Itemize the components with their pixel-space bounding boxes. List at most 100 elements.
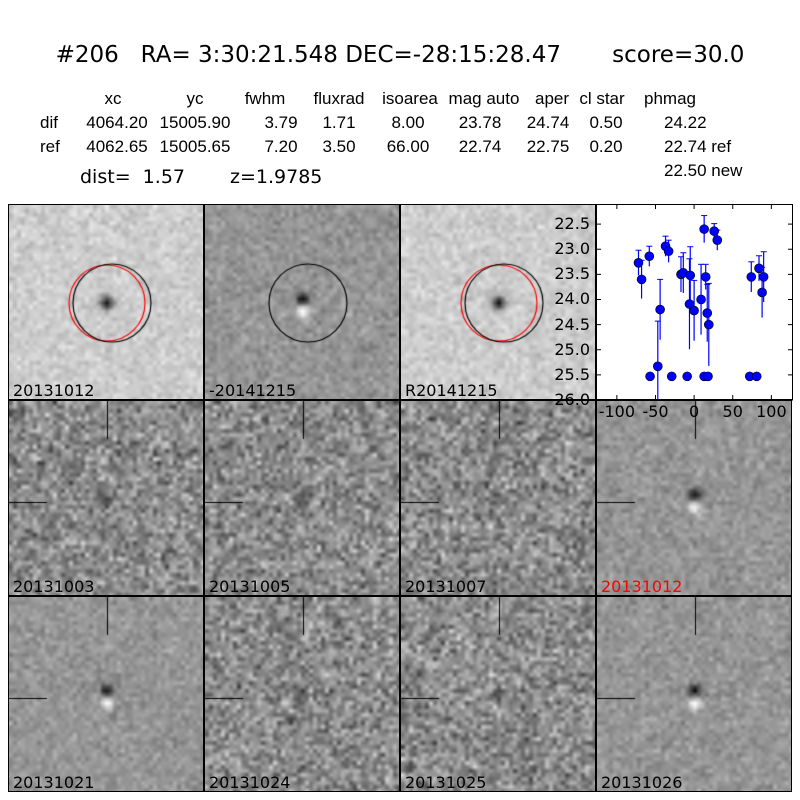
marker [689, 305, 699, 316]
stamp-date-label: 20131025 [405, 773, 487, 792]
x-tick-label: 100 [756, 402, 787, 421]
data-point [653, 320, 663, 400]
data-point [689, 279, 699, 341]
table-cell: 0.20 [589, 137, 623, 156]
column-header: phmag [644, 89, 696, 108]
image-stamp[interactable]: 20131012 [8, 204, 204, 400]
marker [751, 371, 762, 382]
data-point [744, 371, 755, 382]
data-point [685, 246, 696, 305]
y-tick-label: 24.0 [554, 289, 590, 309]
marker [685, 270, 696, 281]
marker [703, 319, 714, 330]
image-stamp[interactable]: 20131007 [400, 400, 596, 596]
stamp-image [597, 597, 791, 791]
table-cell: 3.50 [322, 137, 356, 156]
data-point [655, 278, 665, 340]
column-header: mag auto [448, 89, 520, 108]
table-cell: 1.71 [322, 113, 356, 132]
data-point [746, 261, 757, 292]
marker [703, 371, 713, 382]
table-cell: 24.74 [526, 113, 570, 132]
x-tick-label: -100 [598, 402, 635, 421]
table-cell: 23.78 [458, 113, 502, 132]
marker [682, 371, 692, 382]
data-point [703, 371, 713, 382]
marker [746, 272, 757, 282]
stamp-image [401, 205, 595, 399]
stamp-date-label: 20131026 [601, 773, 683, 792]
column-header: aper [534, 89, 570, 108]
column-header: fluxrad [313, 89, 365, 108]
image-stamp[interactable]: -20141215 [204, 204, 400, 400]
table-cell: 8.00 [391, 113, 425, 132]
y-tick-label: 23.5 [554, 264, 590, 284]
stamp-image [205, 401, 399, 595]
column-header: xc [104, 89, 122, 108]
y-tick-label: 24.5 [554, 314, 590, 334]
marker [644, 251, 655, 262]
image-stamp[interactable]: R20141215 [400, 204, 596, 400]
image-stamp[interactable]: 20131026 [596, 596, 792, 792]
image-stamp[interactable]: 20131005 [204, 400, 400, 596]
table-cell: 0.50 [589, 113, 623, 132]
stamp-date-label: 20131024 [209, 773, 291, 792]
data-point [712, 229, 723, 251]
table-cell: 15005.65 [159, 137, 231, 156]
data-point [709, 223, 719, 239]
data-point [751, 371, 762, 382]
table-cell: 3.79 [264, 113, 298, 132]
marker [653, 361, 663, 372]
stamp-image [205, 205, 399, 399]
table-cell: 22.74 [458, 137, 502, 156]
stamp-date-label: 20131012 [601, 577, 683, 596]
x-tick-label: 50 [722, 402, 743, 421]
stamp-image [597, 401, 791, 595]
table-cell: 7.20 [264, 137, 298, 156]
marker [636, 274, 647, 285]
marker [666, 371, 677, 382]
column-header: yc [186, 89, 204, 108]
table-cell: 22.74 ref [664, 137, 732, 156]
image-stamp[interactable]: 20131024 [204, 596, 400, 792]
x-tick-label: 0 [689, 402, 700, 421]
marker [663, 246, 674, 257]
stamp-date-label: 20131005 [209, 577, 291, 596]
stamp-image [9, 401, 203, 595]
data-point [666, 371, 677, 382]
table-cell: 4064.20 [86, 113, 148, 132]
table-cell: 24.22 [664, 113, 707, 132]
stamp-date-label: 20131003 [13, 577, 95, 596]
table-cell: 15005.90 [159, 113, 231, 132]
figure-title: #206 RA= 3:30:21.548 DEC=-28:15:28.47 sc… [55, 42, 745, 68]
data-point [703, 282, 714, 366]
image-stamp[interactable]: 20131025 [400, 596, 596, 792]
data-point [700, 263, 711, 290]
stamp-date-label: 20131021 [13, 773, 95, 792]
image-stamp[interactable]: 20131012 [596, 400, 792, 596]
marker [699, 224, 709, 234]
image-stamp[interactable]: 20131021 [8, 596, 204, 792]
stamp-date-label: 20131012 [13, 381, 95, 400]
y-tick-label: 23.0 [554, 239, 590, 259]
data-point [636, 259, 647, 299]
marker [758, 272, 769, 282]
row-label: ref [40, 137, 60, 156]
stamp-image [205, 597, 399, 791]
row-label: dif [40, 113, 58, 132]
stamp-date-label: R20141215 [405, 381, 498, 400]
y-tick-label: 26.0 [554, 390, 590, 409]
marker [757, 287, 767, 298]
light-curve-plot [596, 204, 793, 401]
stamp-date-label: 20131007 [405, 577, 487, 596]
y-tick-label: 25.0 [554, 339, 590, 359]
stamp-image [401, 597, 595, 791]
stamp-image [9, 205, 203, 399]
data-point [645, 371, 655, 382]
marker [655, 304, 665, 315]
image-stamp[interactable]: 20131003 [8, 400, 204, 596]
column-header: cl star [579, 89, 625, 108]
y-tick-label: 22.5 [554, 214, 590, 234]
marker [712, 235, 723, 245]
